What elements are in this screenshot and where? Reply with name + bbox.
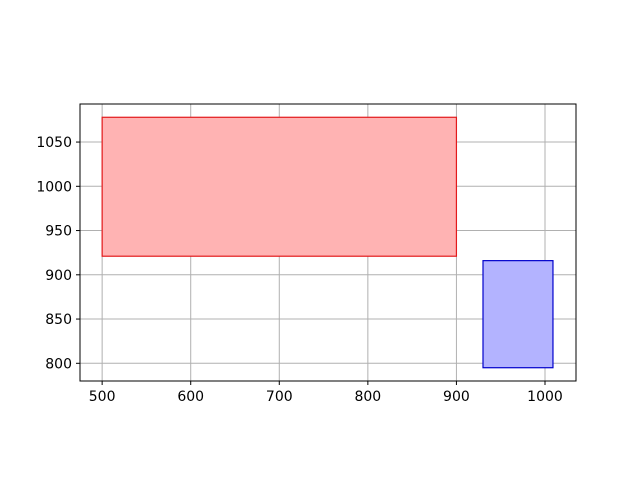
x-tick-label: 800 (354, 389, 381, 405)
data-shapes (101, 116, 554, 369)
y-tick-label: 900 (45, 268, 72, 284)
x-tick-label: 900 (443, 389, 470, 405)
data-rectangle-1 (101, 116, 458, 257)
plot-frame (79, 103, 577, 382)
x-tick-label: 1000 (527, 389, 563, 405)
axis-ticks: 500 600 700 800 900 1000 800 850 900 950 1000 1050 (36, 135, 562, 405)
y-tick-label: 1050 (36, 135, 72, 151)
x-tick-label: 700 (266, 389, 293, 405)
y-tick-label: 1000 (36, 179, 72, 195)
x-tick-label: 600 (177, 389, 204, 405)
y-tick-label: 800 (45, 356, 72, 372)
y-tick-label: 850 (45, 312, 72, 328)
y-tick-label: 950 (45, 224, 72, 240)
x-tick-label: 500 (89, 389, 116, 405)
data-rectangle-2 (482, 260, 554, 369)
